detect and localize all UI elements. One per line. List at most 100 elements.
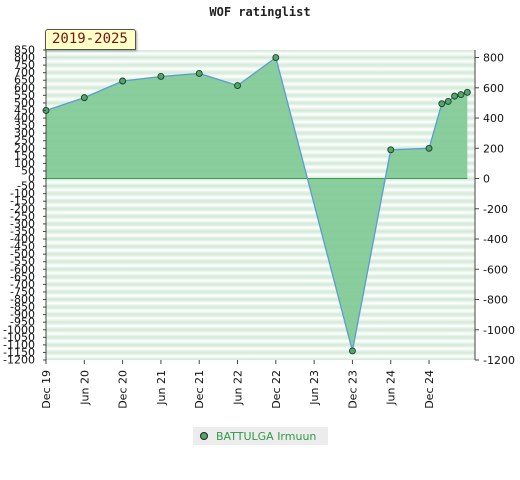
left-tick-label: 650 (14, 74, 35, 87)
x-tick-label: Dec 21 (193, 370, 206, 409)
data-point (119, 77, 127, 85)
date-range-badge: 2019-2025 (45, 29, 136, 50)
grid-band (46, 254, 475, 262)
left-tick-label: -250 (10, 210, 35, 223)
right-axis-ticks: 800 600 400 200 0 -200 -400 -600 -800 -1000 -1200 (475, 52, 515, 367)
grid-band (46, 269, 475, 277)
left-tick-label: 450 (14, 104, 35, 117)
left-tick-label: -800 (10, 293, 35, 306)
axis-layer (45, 50, 476, 360)
left-tick-label: 300 (14, 127, 35, 140)
right-tick-label: 400 (483, 112, 504, 125)
right-tick-label: -1200 (483, 354, 515, 367)
grid-band (46, 223, 475, 232)
left-tick-label: -350 (10, 225, 35, 238)
x-tick-label: Jun 21 (155, 370, 168, 406)
grid-band (46, 216, 475, 224)
right-tick-label: -600 (483, 263, 508, 276)
grid-band (46, 178, 475, 187)
left-tick-label: -600 (10, 263, 35, 276)
left-tick-label: -1100 (3, 338, 35, 351)
data-point (348, 347, 356, 355)
left-tick-label: 0 (28, 172, 35, 185)
grid-band (46, 276, 475, 285)
x-tick-label: Dec 23 (346, 370, 359, 409)
left-tick-label: 400 (14, 112, 35, 125)
data-point (451, 92, 459, 100)
x-tick-label: Dec 24 (423, 370, 436, 409)
grid-band (46, 344, 475, 353)
left-axis-ticks: 8508007507006506005505004504003503002502… (3, 44, 46, 367)
data-point (234, 82, 241, 89)
left-tick-label: 850 (14, 44, 35, 57)
left-tick-label: -200 (10, 202, 35, 215)
data-point (272, 54, 280, 62)
x-tick-label: Jun 24 (385, 370, 398, 406)
left-tick-label: -500 (10, 248, 35, 261)
left-tick-label: -650 (10, 270, 35, 283)
left-tick-label: 700 (14, 66, 35, 79)
marker-layer (42, 54, 471, 355)
left-tick-label: -100 (10, 187, 35, 200)
data-point (80, 94, 88, 102)
data-point (387, 146, 395, 154)
left-tick-label: -300 (10, 217, 35, 230)
data-point (444, 97, 452, 105)
grid-band (46, 329, 475, 338)
left-tick-label: 350 (14, 119, 35, 132)
left-tick-label: -1200 (3, 354, 35, 367)
left-tick-label: -550 (10, 255, 35, 268)
x-axis-ticks: Dec 19 Jun 20 Dec 20 Jun 21 Dec 21 Jun 22 Dec … (40, 360, 436, 409)
left-tick-label: 600 (14, 81, 35, 94)
left-tick-label: -400 (10, 233, 35, 246)
left-tick-label: 800 (14, 51, 35, 64)
grid-band (46, 322, 475, 330)
legend-series-name: BATTULGA Irmuun (216, 429, 317, 443)
left-tick-label: -850 (10, 301, 35, 314)
data-point (457, 91, 465, 99)
grid-band (46, 299, 475, 308)
data-point (438, 100, 446, 108)
grid-band (46, 208, 475, 217)
grid-band (46, 337, 475, 345)
grid-band (46, 314, 475, 323)
right-tick-label: 200 (483, 142, 504, 155)
x-tick-label: Dec 19 (40, 370, 53, 409)
left-tick-label: -950 (10, 316, 35, 329)
grid-band (46, 50, 475, 58)
right-tick-label: -400 (483, 233, 508, 246)
grid-band (46, 231, 475, 240)
grid-band (46, 186, 475, 194)
grid-band (46, 261, 475, 270)
left-tick-label: -1000 (3, 323, 35, 336)
right-tick-label: 0 (483, 173, 490, 186)
data-point (425, 144, 433, 152)
left-tick-label: -900 (10, 308, 35, 321)
left-tick-label: 250 (14, 134, 35, 147)
grid-band (46, 352, 475, 360)
grid-band (46, 57, 475, 66)
right-tick-label: 600 (483, 82, 504, 95)
left-tick-label: 500 (14, 96, 35, 109)
x-tick-label: Jun 20 (78, 370, 91, 406)
left-tick-label: -50 (17, 180, 35, 193)
left-tick-label: -750 (10, 285, 35, 298)
right-tick-label: -800 (483, 294, 508, 307)
grid-band (46, 307, 475, 315)
right-tick-label: -200 (483, 203, 508, 216)
data-point (195, 69, 203, 77)
grid-band (46, 239, 475, 247)
data-point (463, 88, 471, 96)
series-area (46, 57, 468, 351)
chart-title: WOF ratinglist (209, 5, 311, 19)
x-tick-label: Jun 22 (232, 370, 245, 406)
left-tick-label: -1050 (3, 331, 35, 344)
left-tick-label: -1150 (3, 346, 35, 359)
left-tick-label: 550 (14, 89, 35, 102)
left-tick-label: 750 (14, 59, 35, 72)
right-tick-label: 800 (483, 52, 504, 65)
grid-band (46, 201, 475, 209)
right-tick-label: -1000 (483, 324, 515, 337)
left-tick-label: 150 (14, 149, 35, 162)
left-tick-label: -450 (10, 240, 35, 253)
